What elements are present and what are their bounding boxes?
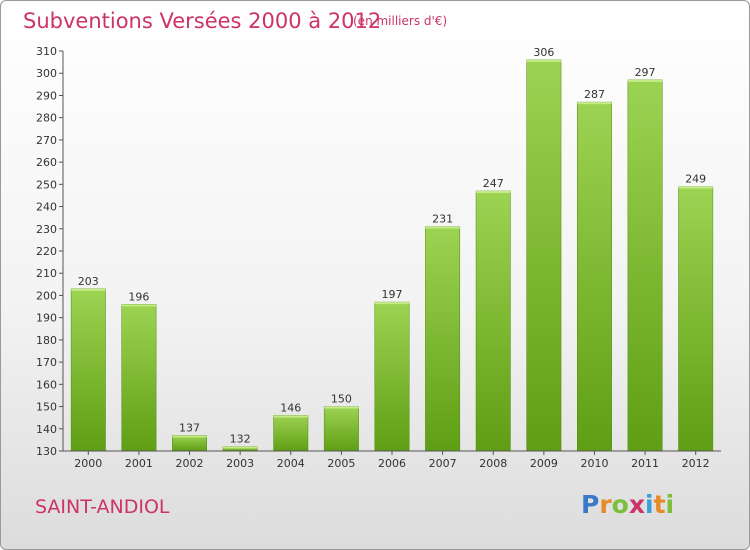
logo-letter: o (611, 490, 629, 519)
y-tick-label: 210 (36, 267, 57, 280)
y-tick-label: 220 (36, 245, 57, 258)
value-label-2011: 297 (635, 66, 656, 79)
bar-2012 (678, 186, 714, 452)
bar-highlight (172, 435, 207, 438)
bar-highlight (121, 304, 157, 307)
bar-2002 (172, 435, 207, 452)
y-tick-label: 140 (36, 423, 57, 436)
y-tick-label: 270 (36, 134, 57, 147)
logo-letter: i (665, 490, 675, 519)
x-tick-label-2007: 2007 (429, 457, 457, 470)
value-label-2006: 197 (382, 288, 403, 301)
y-tick-label: 170 (36, 356, 57, 369)
y-axis: 130 140 150 160 170 180 190 200 210 220 230 240 250 2… (36, 45, 64, 458)
x-axis: 2000 2001 2002 2003 2004 2005 2006 2007 2008 2009… (63, 450, 721, 470)
y-tick-label: 280 (36, 112, 57, 125)
y-tick-label: 250 (36, 178, 57, 191)
bar-highlight (71, 288, 106, 291)
bar-highlight (526, 59, 562, 62)
value-label-2004: 146 (280, 401, 301, 414)
value-label-2000: 203 (78, 275, 99, 288)
value-label-2009: 306 (533, 46, 554, 59)
chart-title: Subventions Versées 2000 à 2012 (23, 9, 382, 33)
bar-2006 (374, 301, 410, 452)
y-tick-label: 200 (36, 289, 57, 302)
bars: 203 196 137 132 146 150 197 231 247 306 287 297 249 (70, 46, 714, 452)
y-tick-label: 230 (36, 223, 57, 236)
bar-2000 (70, 288, 106, 452)
bar-highlight (374, 302, 410, 305)
bar-2009 (526, 59, 562, 452)
logo-letter: r (599, 490, 612, 519)
value-label-2008: 247 (483, 177, 504, 190)
value-label-2001: 196 (128, 290, 149, 303)
bar-2010 (577, 101, 612, 452)
x-tick-label-2005: 2005 (327, 457, 355, 470)
bar-2011 (627, 79, 663, 452)
bar-highlight (222, 446, 258, 449)
x-tick-label-2010: 2010 (580, 457, 608, 470)
y-tick-label: 260 (36, 156, 57, 169)
bar-highlight (273, 415, 308, 418)
y-tick-label: 300 (36, 67, 57, 80)
bar-2008 (475, 190, 511, 452)
y-tick-label: 160 (36, 378, 57, 391)
x-tick-label-2009: 2009 (530, 457, 558, 470)
x-tick-label-2001: 2001 (125, 457, 153, 470)
bar-2005 (323, 406, 359, 452)
bar-2007 (425, 226, 461, 452)
x-tick-label-2000: 2000 (74, 457, 102, 470)
value-label-2012: 249 (685, 173, 706, 186)
x-tick-label-2002: 2002 (176, 457, 204, 470)
x-tick-label-2011: 2011 (631, 457, 659, 470)
y-tick-label: 290 (36, 89, 57, 102)
bar-2001 (121, 304, 157, 452)
bar-2004 (273, 415, 309, 452)
bar-highlight (627, 79, 663, 82)
logo-letter: i (645, 490, 654, 519)
y-tick-label: 180 (36, 334, 57, 347)
commune-name: SAINT-ANDIOL (35, 496, 170, 518)
value-label-2002: 137 (179, 421, 200, 434)
chart-subtitle: (en milliers d'€) (353, 14, 448, 28)
bar-highlight (324, 406, 359, 409)
value-label-2007: 231 (432, 213, 453, 226)
x-tick-label-2012: 2012 (682, 457, 710, 470)
value-label-2005: 150 (331, 393, 352, 406)
value-label-2003: 132 (230, 433, 251, 446)
proxiti-logo: Proxiti (581, 490, 674, 519)
value-label-2010: 287 (584, 88, 605, 101)
x-tick-label-2004: 2004 (277, 457, 305, 470)
logo-letter: x (628, 490, 645, 519)
bar-highlight (577, 102, 612, 105)
logo-letter: t (653, 490, 666, 519)
y-tick-label: 190 (36, 312, 57, 325)
x-tick-label-2003: 2003 (226, 457, 254, 470)
y-tick-label: 130 (36, 445, 57, 458)
bar-highlight (476, 191, 511, 193)
bar-highlight (425, 226, 460, 229)
bar-highlight (678, 186, 713, 189)
logo-letter: P (581, 490, 600, 519)
y-tick-label: 310 (36, 45, 57, 58)
x-tick-label-2006: 2006 (378, 457, 406, 470)
x-tick-label-2008: 2008 (479, 457, 507, 470)
y-tick-label: 150 (36, 401, 57, 414)
y-tick-label: 240 (36, 201, 57, 214)
